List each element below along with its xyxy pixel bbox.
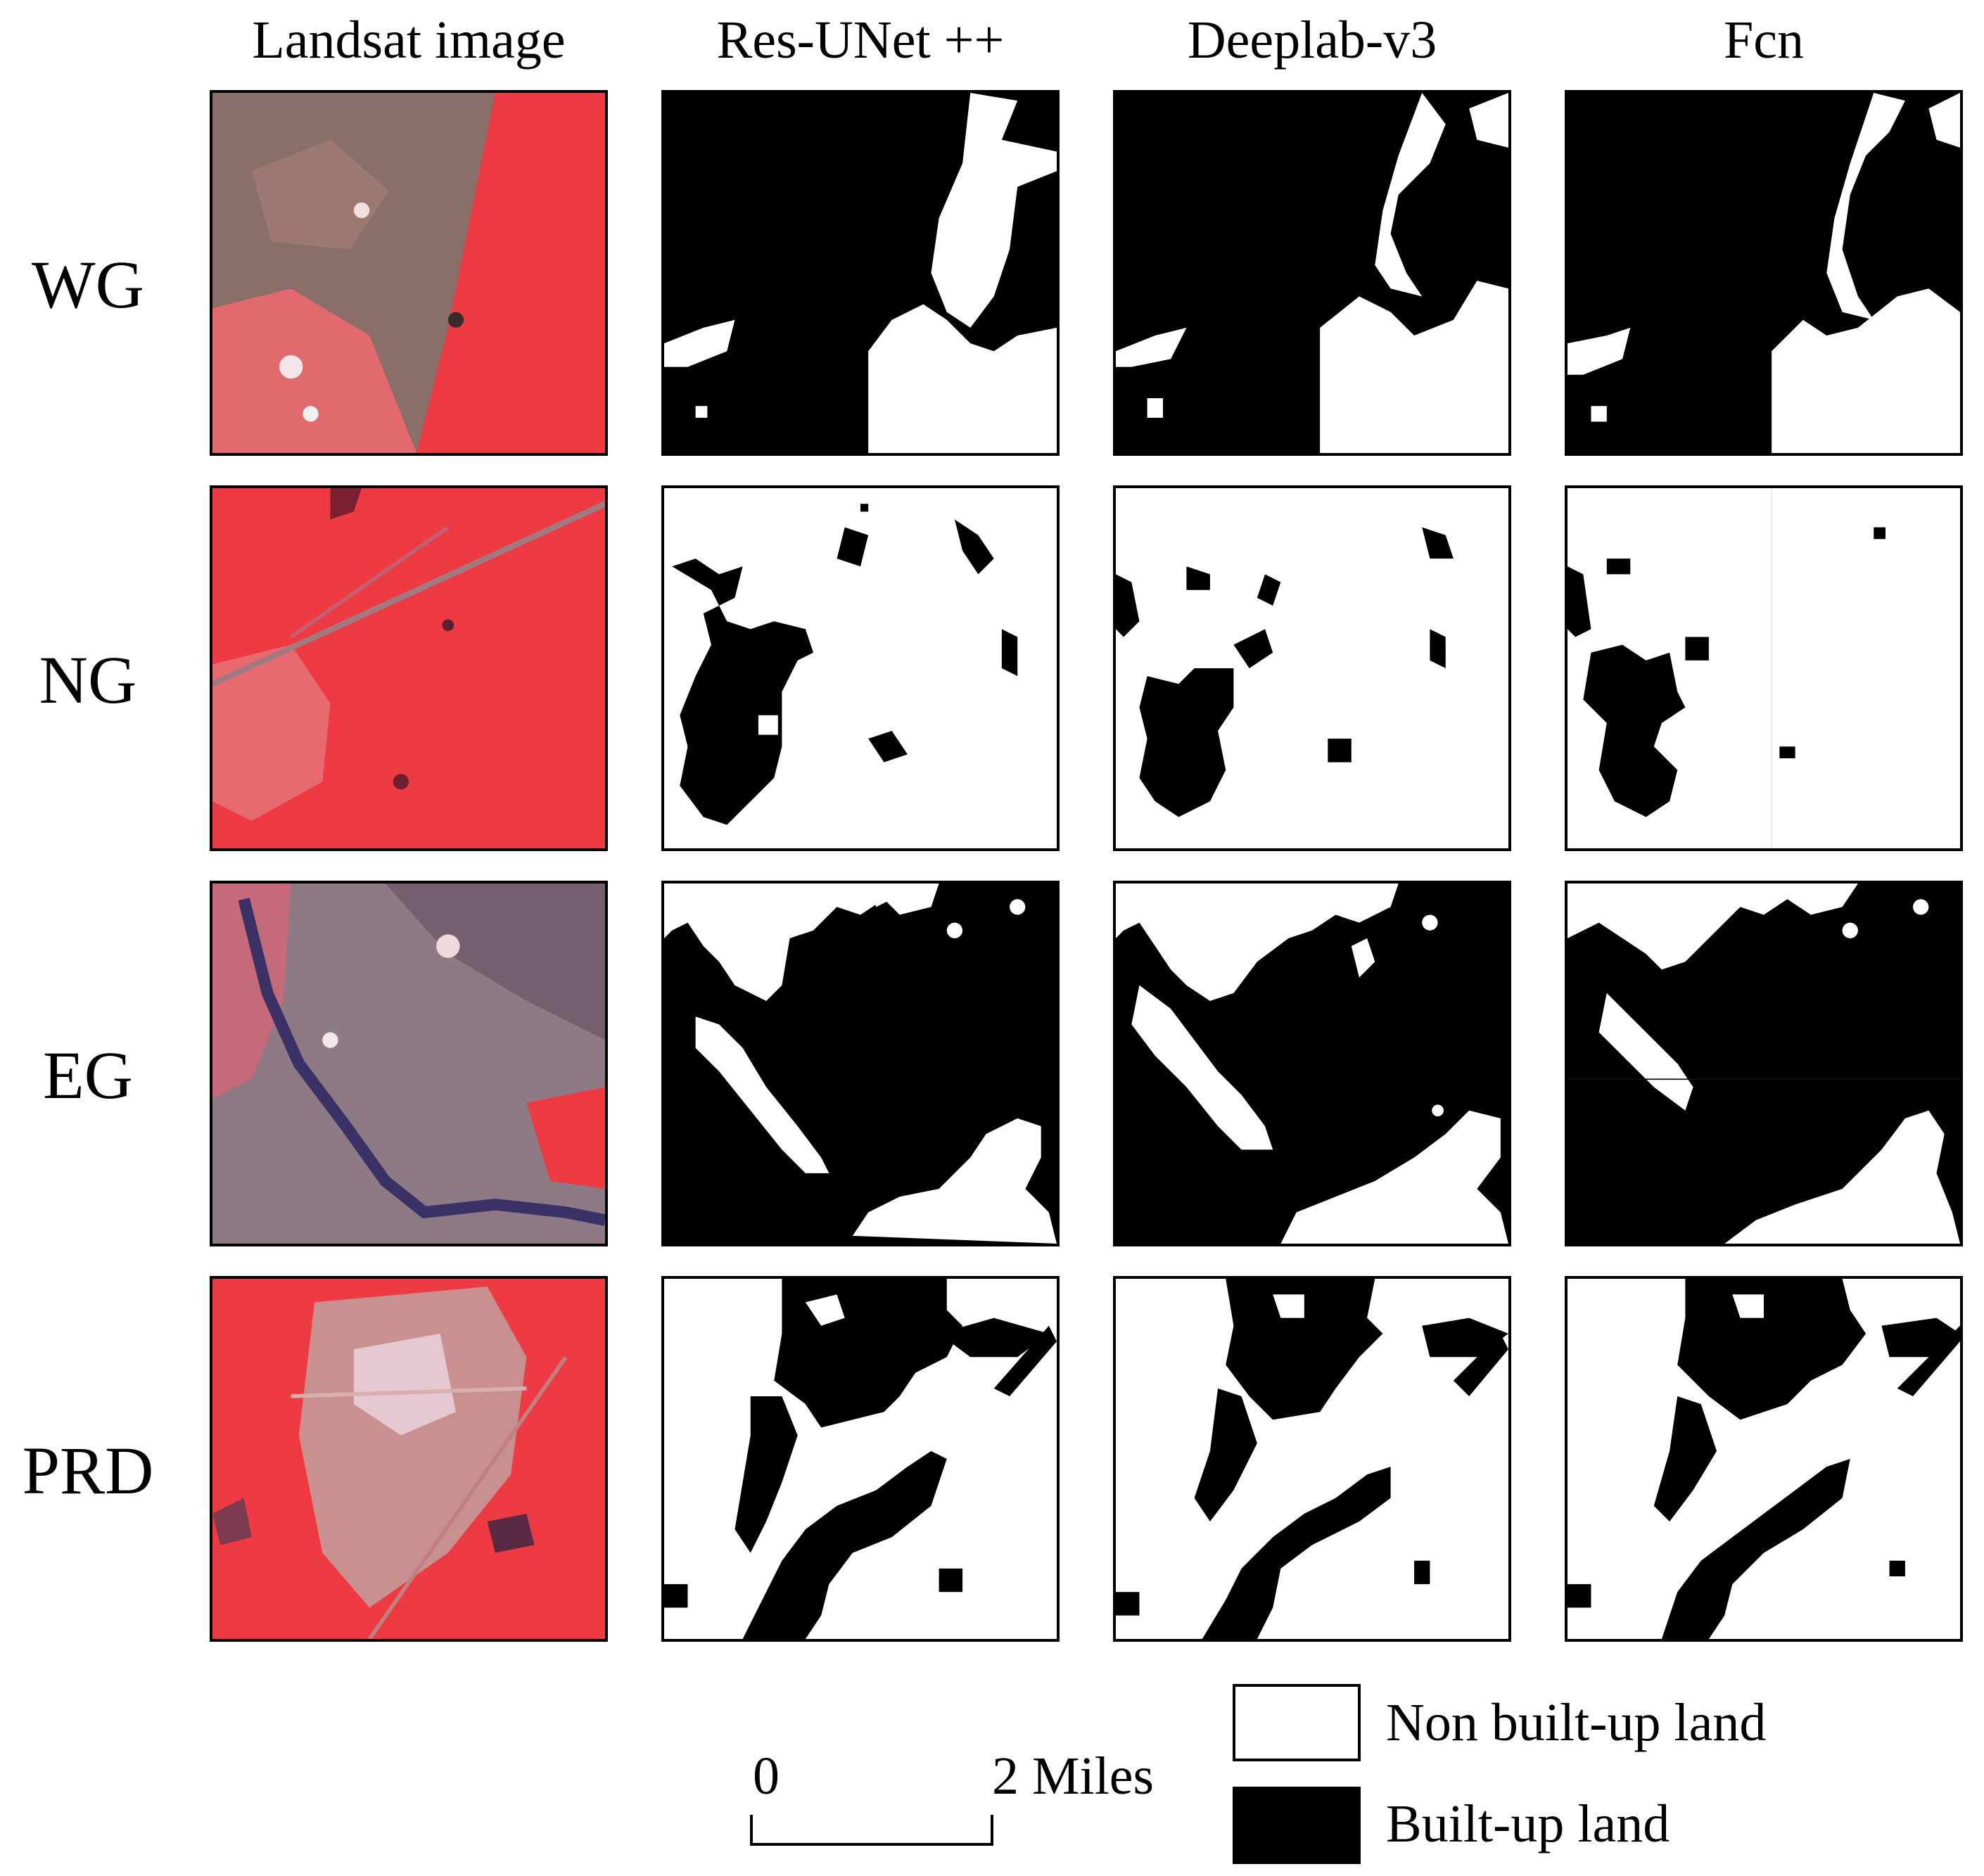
prediction-fcn-eg [1565,881,1963,1246]
legend-swatch-non-built-up [1233,1684,1361,1761]
prediction-deeplab-wg [1113,90,1511,456]
row-label-wg: WG [32,247,144,322]
prediction-res-unet-eg [661,881,1060,1246]
column-header-fcn: Fcn [1724,11,1804,70]
landsat-image-eg [210,881,608,1246]
column-header-landsat: Landsat image [252,11,566,70]
prediction-res-unet-prd [661,1276,1060,1642]
prediction-fcn-ng [1565,485,1963,851]
prediction-deeplab-eg [1113,881,1511,1246]
legend-label-built-up: Built-up land [1386,1794,1670,1853]
landsat-image-wg [210,90,608,456]
prediction-fcn-prd [1565,1276,1963,1642]
column-header-deeplab: Deeplab-v3 [1187,11,1437,70]
column-header-res-unet: Res-UNet ++ [716,11,1005,70]
prediction-fcn-wg [1565,90,1963,456]
prediction-res-unet-wg [661,90,1060,456]
legend-swatch-built-up [1233,1787,1361,1864]
scale-bar-end-label: 2 Miles [992,1747,1155,1806]
scale-bar [750,1815,993,1846]
prediction-deeplab-prd [1113,1276,1511,1642]
row-label-eg: EG [43,1038,133,1113]
landsat-image-prd [210,1276,608,1642]
row-label-ng: NG [39,642,137,717]
prediction-res-unet-ng [661,485,1060,851]
scale-bar-start-label: 0 [753,1747,780,1806]
landsat-image-ng [210,485,608,851]
row-label-prd: PRD [22,1433,154,1508]
prediction-deeplab-ng [1113,485,1511,851]
legend-label-non-built-up: Non built-up land [1386,1693,1767,1752]
